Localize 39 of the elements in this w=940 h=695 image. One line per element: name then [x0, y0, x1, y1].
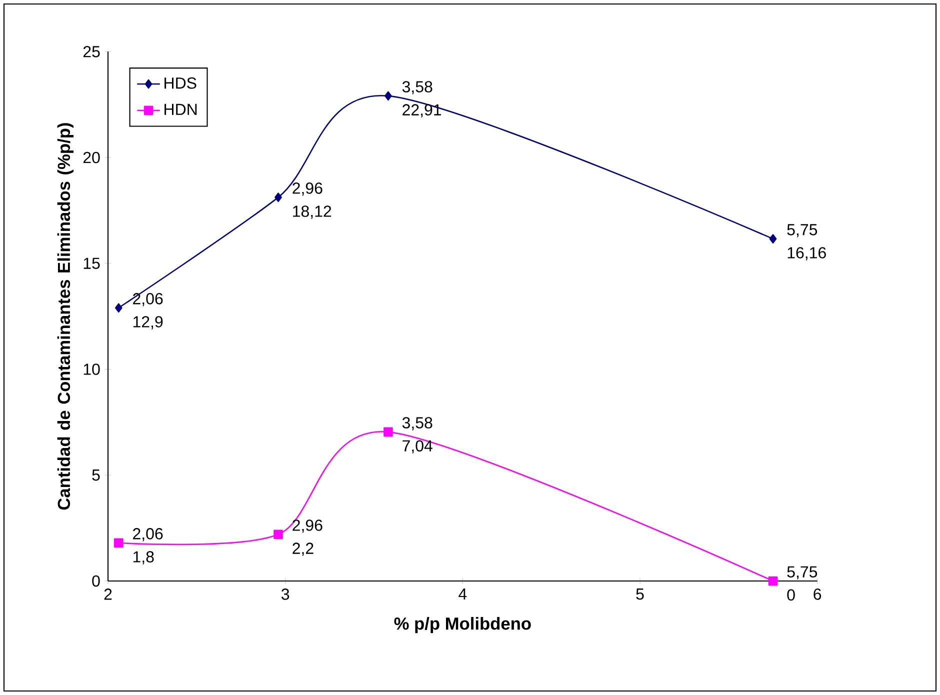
data-label: 2,2 — [292, 542, 314, 556]
legend-label: HDS — [164, 77, 196, 89]
y-tick-label: 25 — [83, 46, 100, 58]
point — [274, 530, 283, 540]
annotation: 2,06 — [133, 293, 163, 306]
point — [114, 538, 124, 548]
y-tick-label: 10 — [84, 364, 100, 375]
annotation: 3,58 — [402, 81, 432, 94]
x-tick-label: 3 — [281, 588, 290, 600]
y-tick-label: 0 — [92, 575, 100, 587]
annotation: 2,96 — [292, 520, 322, 533]
y-tick-label: 20 — [83, 152, 100, 164]
x-tick-label: 6 — [814, 588, 822, 600]
x-tick-label: 5 — [636, 588, 644, 600]
point — [274, 192, 282, 202]
y-axis-title: Cantidad de Contaminantes Eliminados (%p/p) — [57, 123, 74, 510]
y-tick-label: 15 — [84, 258, 100, 269]
data-label: 1,8 — [133, 551, 154, 564]
annotation: 5,75 — [787, 566, 818, 580]
data-label: 12,9 — [133, 316, 163, 330]
y-tick-label: 5 — [92, 470, 100, 481]
annotation: 2,96 — [292, 182, 322, 196]
point — [114, 303, 122, 313]
data-label: 0 — [787, 589, 795, 601]
point — [769, 234, 777, 244]
point — [768, 576, 778, 586]
legend-label: HDN — [164, 104, 197, 115]
annotation: 5,75 — [787, 224, 818, 238]
data-label: 18,12 — [293, 206, 332, 219]
data-label: 7,04 — [402, 440, 432, 454]
data-label: 22,91 — [402, 104, 442, 118]
point — [384, 427, 393, 437]
data-label: 16,16 — [788, 247, 826, 260]
annotation: 3,58 — [402, 417, 432, 430]
x-tick-label: 4 — [458, 588, 467, 600]
annotation: 2,06 — [133, 528, 163, 542]
x-tick-label: 2 — [104, 588, 112, 600]
point — [384, 91, 392, 101]
x-axis-title: % p/p Molibdeno — [394, 617, 531, 634]
